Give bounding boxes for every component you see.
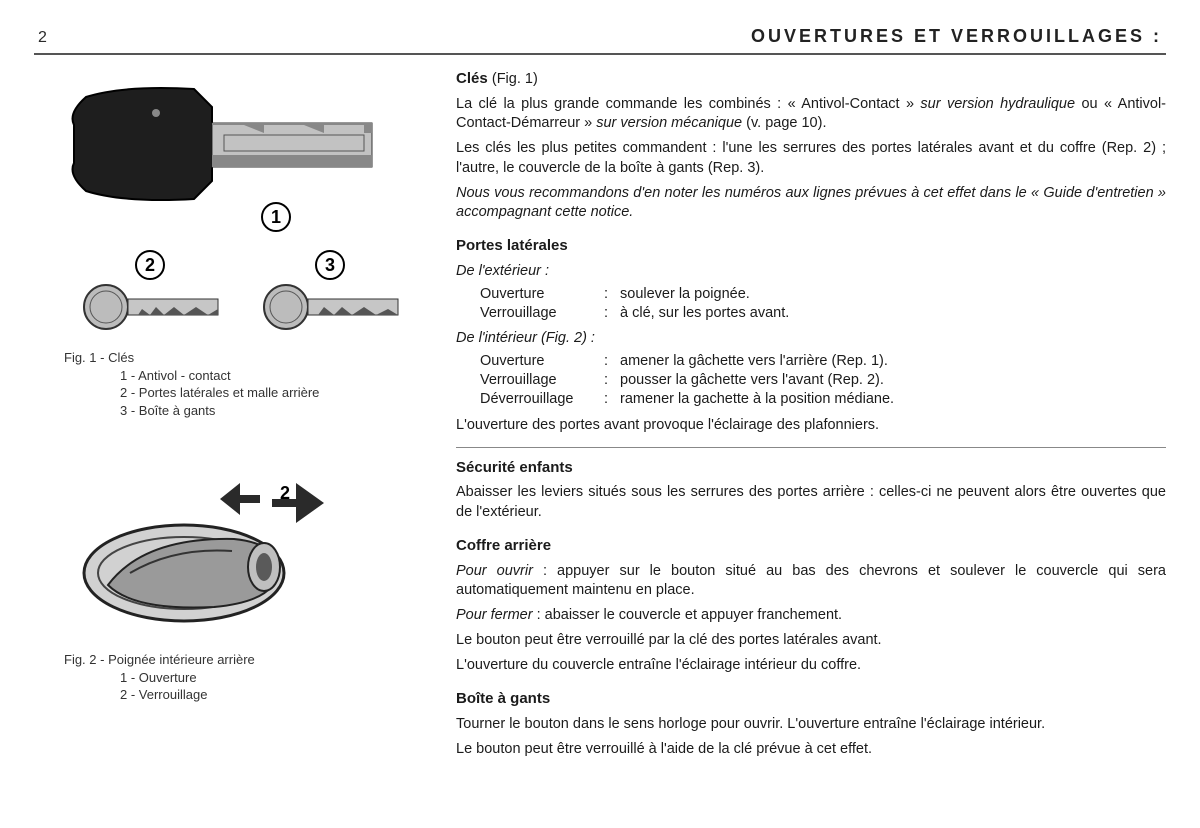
def-value: soulever la poignée. xyxy=(620,285,793,304)
portes-int-title: De l'intérieur (Fig. 2) : xyxy=(456,329,1166,348)
def-term: Verrouillage xyxy=(480,371,604,390)
header-rule xyxy=(34,53,1166,55)
text-column: Clés (Fig. 1) La clé la plus grande comm… xyxy=(456,61,1166,759)
def-term: Ouverture xyxy=(480,352,604,371)
section-portes: Portes latérales De l'extérieur : Ouvert… xyxy=(456,236,1166,435)
cles-p1a: La clé la plus grande commande les combi… xyxy=(456,96,920,112)
cles-p2: Les clés les plus petites commandent : l… xyxy=(456,139,1166,177)
def-value: ramener la gachette à la position médian… xyxy=(620,390,898,409)
key-small-2-icon xyxy=(84,285,218,329)
coffre-p1b: : appuyer sur le bouton situé au bas des… xyxy=(456,563,1166,598)
handle-label-2: 2 xyxy=(280,483,290,503)
boite-p2: Le bouton peut être verrouillé à l'aide … xyxy=(456,740,1166,759)
key2-label: 2 xyxy=(145,255,155,275)
portes-int-table: Ouverture:amener la gâchette vers l'arri… xyxy=(480,352,898,409)
def-value: amener la gâchette vers l'arrière (Rep. … xyxy=(620,352,898,371)
page-number: 2 xyxy=(38,29,47,47)
def-value: à clé, sur les portes avant. xyxy=(620,304,793,323)
fig2-title: Fig. 2 - Poignée intérieure arrière xyxy=(64,651,424,669)
figure-1-caption: Fig. 1 - Clés 1 - Antivol - contact 2 - … xyxy=(64,349,424,419)
boite-p1: Tourner le bouton dans le sens horloge p… xyxy=(456,715,1166,734)
key-large-icon xyxy=(73,88,373,200)
cles-heading: Clés xyxy=(456,70,488,87)
section-cles: Clés (Fig. 1) La clé la plus grande comm… xyxy=(456,69,1166,222)
cles-p1e: (v. page 10). xyxy=(742,115,826,131)
page-title: OUVERTURES ET VERROUILLAGES : xyxy=(751,26,1162,47)
portes-note: L'ouverture des portes avant provoque l'… xyxy=(456,416,1166,435)
keys-illustration: 1 2 xyxy=(64,85,424,345)
figure-2-caption: Fig. 2 - Poignée intérieure arrière 1 - … xyxy=(64,651,424,704)
fig1-line2: 2 - Portes latérales et malle arrière xyxy=(64,384,424,402)
fig2-line1: 1 - Ouverture xyxy=(64,669,424,687)
fig1-title: Fig. 1 - Clés xyxy=(64,349,424,367)
portes-ext-table: Ouverture:soulever la poignée. Verrouill… xyxy=(480,285,793,323)
cles-p1: La clé la plus grande commande les combi… xyxy=(456,95,1166,133)
key3-label: 3 xyxy=(325,255,335,275)
figure-2: 1 2 xyxy=(64,477,424,704)
coffre-p2a: Pour fermer xyxy=(456,607,533,623)
boite-heading: Boîte à gants xyxy=(456,689,1166,709)
def-value: pousser la gâchette vers l'avant (Rep. 2… xyxy=(620,371,898,390)
page-header: 2 OUVERTURES ET VERROUILLAGES : xyxy=(34,26,1166,53)
section-coffre: Coffre arrière Pour ouvrir : appuyer sur… xyxy=(456,536,1166,675)
handle-label-1: 1 xyxy=(244,477,254,497)
coffre-p3: Le bouton peut être verrouillé par la cl… xyxy=(456,631,1166,650)
arrow-2-icon: 2 xyxy=(272,483,324,523)
manual-page: 2 OUVERTURES ET VERROUILLAGES : xyxy=(0,0,1200,828)
figures-column: 1 2 xyxy=(34,61,444,759)
cles-p1d: sur version mécanique xyxy=(596,115,742,131)
portes-ext-title: De l'extérieur : xyxy=(456,262,1166,281)
fig1-line3: 3 - Boîte à gants xyxy=(64,402,424,420)
coffre-p2b: : abaisser le couvercle et appuyer franc… xyxy=(533,607,843,623)
securite-p1: Abaisser les leviers situés sous les ser… xyxy=(456,483,1166,521)
coffre-p1: Pour ouvrir : appuyer sur le bouton situ… xyxy=(456,562,1166,600)
key1-label: 1 xyxy=(271,207,281,227)
def-term: Déverrouillage xyxy=(480,390,604,409)
section-divider xyxy=(456,447,1166,448)
def-term: Ouverture xyxy=(480,285,604,304)
fig2-line2: 2 - Verrouillage xyxy=(64,686,424,704)
int-title-b: (Fig. 2) : xyxy=(537,330,595,346)
cles-p1b: sur version hydraulique xyxy=(920,96,1075,112)
content-columns: 1 2 xyxy=(34,61,1166,759)
securite-heading: Sécurité enfants xyxy=(456,458,1166,478)
fig1-line1: 1 - Antivol - contact xyxy=(64,367,424,385)
coffre-p2: Pour fermer : abaisser le couvercle et a… xyxy=(456,606,1166,625)
section-securite: Sécurité enfants Abaisser les leviers si… xyxy=(456,458,1166,522)
def-term: Verrouillage xyxy=(480,304,604,323)
cles-heading-suffix: (Fig. 1) xyxy=(492,71,538,87)
figure-1: 1 2 xyxy=(64,85,424,419)
cles-p3: Nous vous recommandons d'en noter les nu… xyxy=(456,184,1166,222)
handle-illustration: 1 2 xyxy=(64,477,424,647)
portes-heading: Portes latérales xyxy=(456,236,1166,256)
coffre-p1a: Pour ouvrir xyxy=(456,563,533,579)
door-handle-icon xyxy=(84,525,284,621)
int-title-a: De l'intérieur xyxy=(456,330,537,346)
arrow-1-icon: 1 xyxy=(220,477,260,515)
key-small-3-icon xyxy=(264,285,398,329)
section-boite: Boîte à gants Tourner le bouton dans le … xyxy=(456,689,1166,759)
coffre-heading: Coffre arrière xyxy=(456,536,1166,556)
coffre-p4: L'ouverture du couvercle entraîne l'écla… xyxy=(456,656,1166,675)
